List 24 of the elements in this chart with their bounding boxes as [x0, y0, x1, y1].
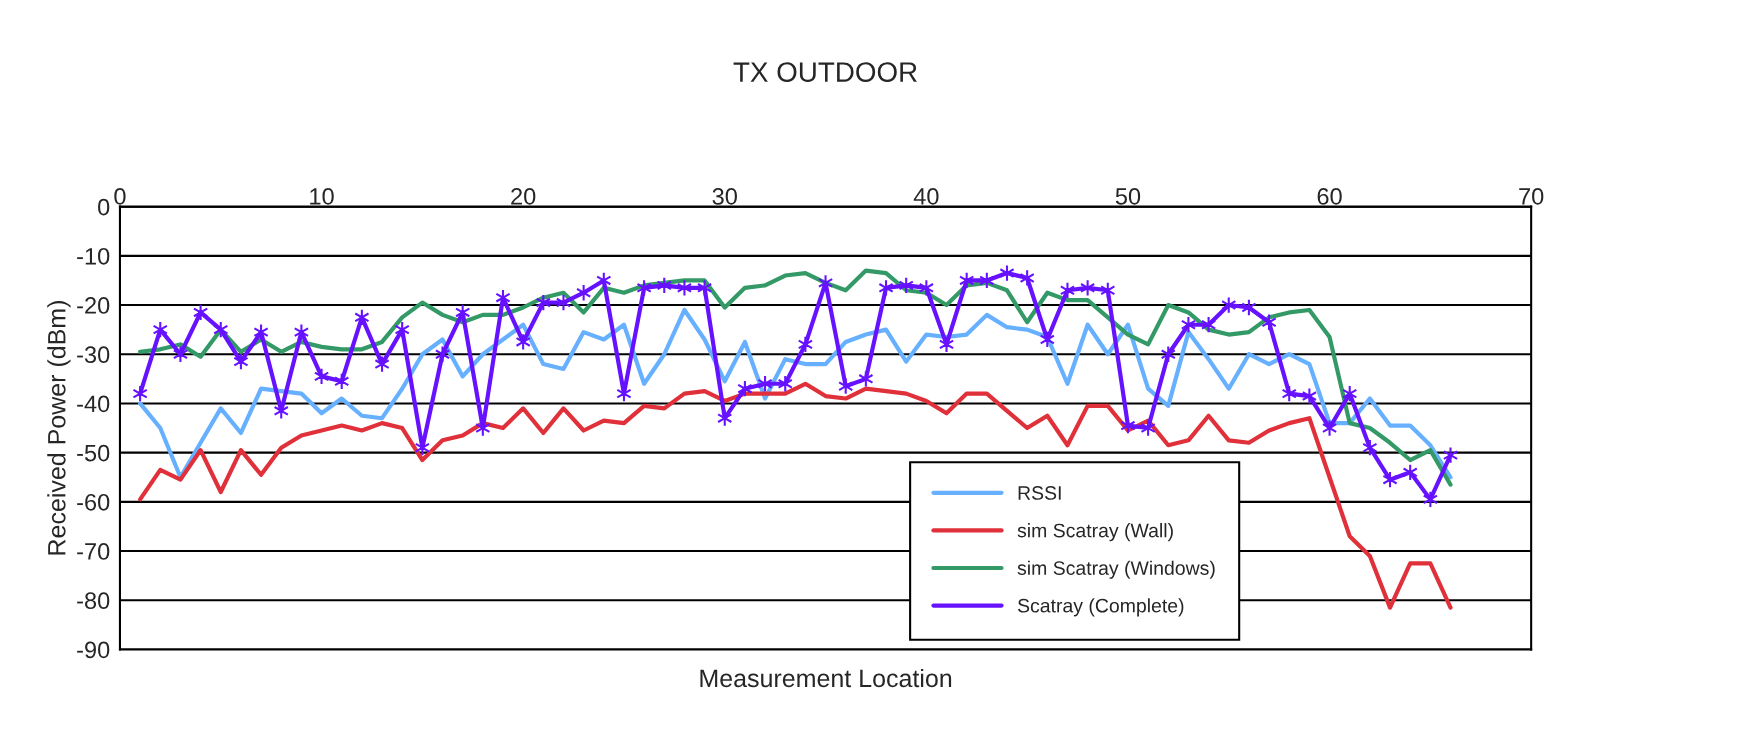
y-tick-label: -10: [77, 247, 110, 265]
y-tick-label: -80: [77, 592, 110, 610]
legend-label: RSSI: [1018, 486, 1061, 500]
y-tick-label: -20: [77, 297, 110, 314]
x-tick-label: 50: [1115, 188, 1141, 205]
legend-label: sim Scatray (Windows): [1017, 560, 1215, 579]
x-axis-title: Measurement Location: [700, 668, 952, 688]
y-tick-label: -90: [77, 641, 110, 659]
legend-label: Scatray (Complete): [1017, 598, 1184, 617]
x-tick-label: 40: [913, 188, 939, 205]
y-tick-label: -40: [77, 395, 110, 413]
y-tick-label: -50: [77, 444, 110, 462]
x-tick-label: 10: [310, 188, 334, 205]
y-tick-label: -70: [77, 543, 110, 560]
y-axis-title: Received Power (dBm): [47, 301, 71, 555]
x-tick-label: 0: [114, 188, 126, 205]
x-tick-label: 20: [511, 188, 536, 205]
x-tick-label: 70: [1519, 188, 1544, 205]
x-tick-label: 30: [712, 188, 737, 205]
y-tick-label: -30: [77, 346, 110, 364]
chart-title: TX OUTDOOR: [733, 62, 917, 82]
x-tick-label: 60: [1317, 188, 1342, 205]
y-tick-label: -60: [77, 493, 110, 511]
legend-label: sim Scatray (Wall): [1017, 523, 1173, 542]
